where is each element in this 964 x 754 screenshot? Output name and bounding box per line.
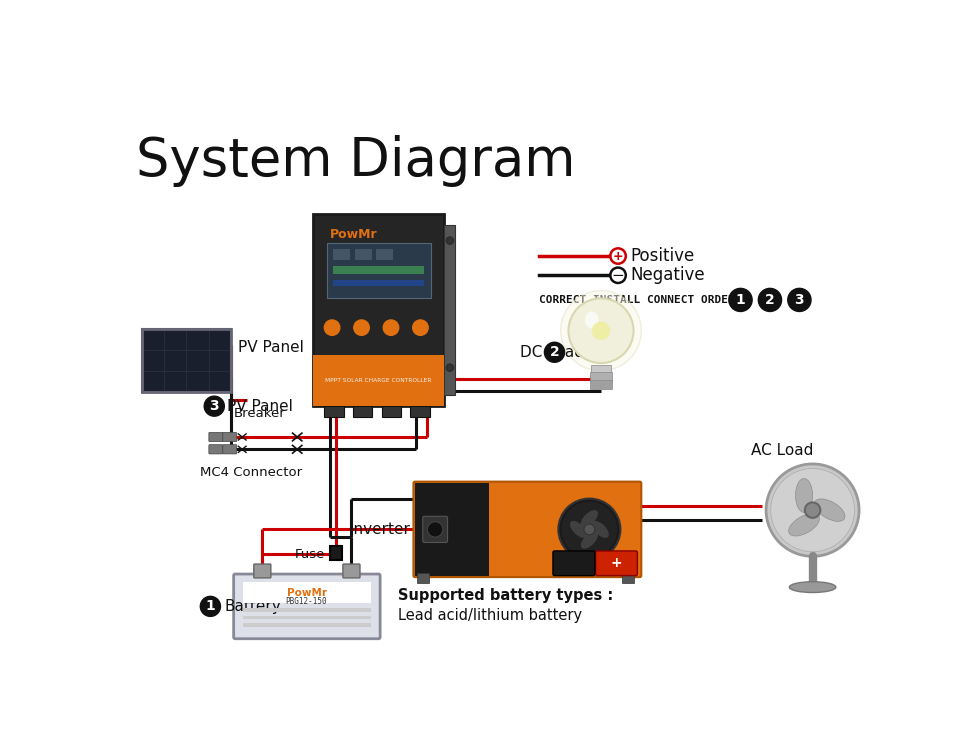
- FancyBboxPatch shape: [243, 624, 371, 627]
- FancyBboxPatch shape: [423, 516, 447, 542]
- FancyBboxPatch shape: [327, 243, 431, 299]
- Text: 3: 3: [209, 399, 219, 413]
- Text: PV Panel: PV Panel: [228, 399, 293, 414]
- Circle shape: [324, 320, 340, 336]
- Text: PV Panel: PV Panel: [237, 340, 304, 355]
- Ellipse shape: [580, 532, 598, 549]
- FancyBboxPatch shape: [591, 365, 611, 374]
- Ellipse shape: [815, 499, 845, 521]
- Text: +: +: [613, 250, 624, 262]
- FancyBboxPatch shape: [333, 266, 424, 274]
- Circle shape: [771, 468, 854, 552]
- FancyBboxPatch shape: [254, 564, 271, 578]
- Ellipse shape: [790, 582, 836, 593]
- FancyBboxPatch shape: [622, 572, 634, 584]
- Text: 2: 2: [765, 293, 775, 307]
- Ellipse shape: [789, 513, 819, 536]
- FancyBboxPatch shape: [223, 432, 237, 442]
- Circle shape: [354, 320, 369, 336]
- Text: Supported battery types :: Supported battery types :: [398, 588, 613, 603]
- FancyBboxPatch shape: [330, 547, 342, 560]
- FancyBboxPatch shape: [243, 582, 371, 603]
- FancyBboxPatch shape: [324, 406, 344, 417]
- Text: Inverter: Inverter: [349, 522, 410, 537]
- FancyBboxPatch shape: [243, 615, 371, 620]
- FancyBboxPatch shape: [411, 406, 430, 417]
- FancyBboxPatch shape: [596, 551, 637, 575]
- Circle shape: [427, 522, 442, 537]
- Circle shape: [788, 288, 811, 311]
- Ellipse shape: [592, 521, 609, 538]
- FancyBboxPatch shape: [233, 574, 380, 639]
- FancyBboxPatch shape: [376, 249, 393, 260]
- Text: Fuse: Fuse: [295, 547, 325, 560]
- FancyBboxPatch shape: [444, 225, 455, 394]
- Circle shape: [561, 501, 617, 557]
- FancyBboxPatch shape: [590, 372, 612, 382]
- Text: DC Load: DC Load: [520, 345, 583, 360]
- Text: MPPT SOLAR CHARGE CONTROLLER: MPPT SOLAR CHARGE CONTROLLER: [326, 378, 432, 382]
- Text: +: +: [610, 556, 623, 570]
- Circle shape: [805, 502, 820, 518]
- Text: 1: 1: [736, 293, 745, 307]
- Text: 3: 3: [794, 293, 804, 307]
- FancyBboxPatch shape: [143, 329, 231, 392]
- Circle shape: [584, 524, 595, 535]
- Text: 1: 1: [205, 599, 215, 614]
- Circle shape: [569, 299, 633, 363]
- Text: 2: 2: [549, 345, 559, 359]
- FancyBboxPatch shape: [312, 354, 444, 406]
- Text: CORRECT INSTALL CONNECT ORDER:: CORRECT INSTALL CONNECT ORDER:: [539, 295, 741, 305]
- FancyBboxPatch shape: [382, 406, 401, 417]
- Text: Battery: Battery: [225, 599, 281, 614]
- Circle shape: [384, 320, 399, 336]
- FancyBboxPatch shape: [209, 432, 223, 442]
- Text: Positive: Positive: [630, 247, 695, 265]
- FancyBboxPatch shape: [415, 483, 490, 575]
- Ellipse shape: [580, 510, 598, 527]
- Circle shape: [446, 237, 454, 244]
- FancyBboxPatch shape: [416, 572, 429, 584]
- FancyBboxPatch shape: [590, 380, 612, 389]
- Circle shape: [446, 364, 454, 372]
- Text: PowMr: PowMr: [330, 228, 377, 241]
- FancyBboxPatch shape: [209, 445, 223, 454]
- Text: MC4 Connector: MC4 Connector: [200, 466, 302, 480]
- FancyBboxPatch shape: [343, 564, 360, 578]
- Text: Negative: Negative: [630, 266, 705, 284]
- Text: Lead acid/lithium battery: Lead acid/lithium battery: [398, 608, 582, 623]
- FancyBboxPatch shape: [553, 551, 595, 575]
- Ellipse shape: [795, 479, 813, 513]
- Circle shape: [413, 320, 428, 336]
- Text: PowMr: PowMr: [286, 588, 327, 598]
- Circle shape: [201, 596, 221, 616]
- Text: Breaker: Breaker: [234, 407, 286, 420]
- Text: AC Load: AC Load: [751, 443, 813, 458]
- Text: PBG12-150: PBG12-150: [285, 597, 328, 606]
- Circle shape: [545, 342, 565, 362]
- FancyBboxPatch shape: [223, 445, 237, 454]
- Ellipse shape: [585, 311, 599, 329]
- FancyBboxPatch shape: [312, 213, 444, 406]
- Circle shape: [766, 464, 859, 556]
- Circle shape: [592, 321, 610, 340]
- Circle shape: [561, 291, 641, 371]
- Text: System Diagram: System Diagram: [136, 135, 576, 187]
- Circle shape: [729, 288, 752, 311]
- Text: −: −: [612, 268, 625, 283]
- FancyBboxPatch shape: [333, 249, 350, 260]
- FancyBboxPatch shape: [353, 406, 372, 417]
- Circle shape: [759, 288, 782, 311]
- Ellipse shape: [570, 521, 587, 538]
- FancyBboxPatch shape: [333, 280, 424, 286]
- Circle shape: [204, 396, 225, 416]
- FancyBboxPatch shape: [243, 608, 371, 611]
- FancyBboxPatch shape: [355, 249, 371, 260]
- Circle shape: [558, 498, 621, 560]
- FancyBboxPatch shape: [414, 482, 641, 577]
